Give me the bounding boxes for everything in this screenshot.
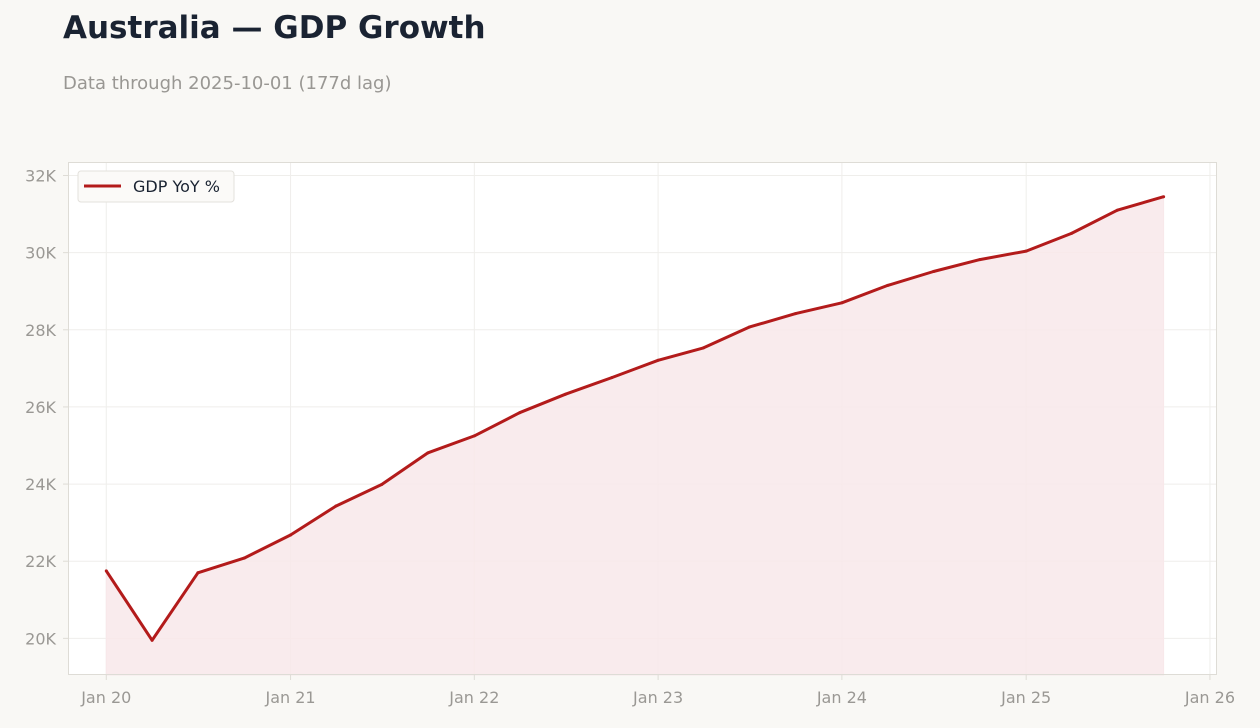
y-tick-label: 28K <box>25 321 56 340</box>
data-point <box>104 569 108 573</box>
legend: GDP YoY % <box>77 170 235 203</box>
legend-label: GDP YoY % <box>133 177 220 196</box>
x-tick-label: Jan 23 <box>632 688 683 707</box>
y-tick-label: 32K <box>25 167 56 186</box>
data-point <box>289 533 293 537</box>
data-point <box>1115 208 1119 212</box>
data-point <box>242 556 246 560</box>
data-point <box>610 376 614 380</box>
data-point <box>426 451 430 455</box>
data-point <box>932 270 936 274</box>
data-point <box>196 571 200 575</box>
x-axis: Jan 20 Jan 21 Jan 22 Jan 23 Jan 24 Jan 25 Jan … <box>80 675 1235 707</box>
x-tick-label: Jan 26 <box>1184 688 1235 707</box>
y-tick-label: 20K <box>25 629 56 648</box>
chart-title: Australia — GDP Growth <box>63 10 486 46</box>
data-point <box>747 325 751 329</box>
data-point <box>978 258 982 262</box>
x-tick-label: Jan 25 <box>1000 688 1051 707</box>
data-point <box>563 392 567 396</box>
data-point <box>656 358 660 362</box>
chart-subtitle: Data through 2025-10-01 (177d lag) <box>63 73 392 94</box>
data-point <box>334 504 338 508</box>
data-point <box>840 301 844 305</box>
x-tick-label: Jan 24 <box>816 688 867 707</box>
x-tick-label: Jan 22 <box>448 688 499 707</box>
data-point <box>886 283 890 287</box>
series-line <box>105 195 1165 642</box>
data-point <box>380 482 384 486</box>
data-point <box>472 434 476 438</box>
x-tick-label: Jan 20 <box>80 688 131 707</box>
plot-frame <box>68 162 1217 675</box>
data-point <box>150 638 154 642</box>
data-point <box>1069 231 1073 235</box>
y-axis: 20K 22K 24K 26K 28K 30K 32K <box>25 167 68 648</box>
y-tick-label: 24K <box>25 475 56 494</box>
y-tick-label: 26K <box>25 398 56 417</box>
series-points <box>104 195 1166 642</box>
data-point <box>701 346 705 350</box>
legend-box <box>77 170 235 203</box>
data-point <box>518 411 522 415</box>
data-point <box>1024 249 1028 253</box>
data-point <box>794 312 798 316</box>
data-point <box>1162 195 1166 199</box>
y-tick-label: 22K <box>25 552 56 571</box>
y-tick-label: 30K <box>25 244 56 263</box>
x-tick-label: Jan 21 <box>264 688 315 707</box>
